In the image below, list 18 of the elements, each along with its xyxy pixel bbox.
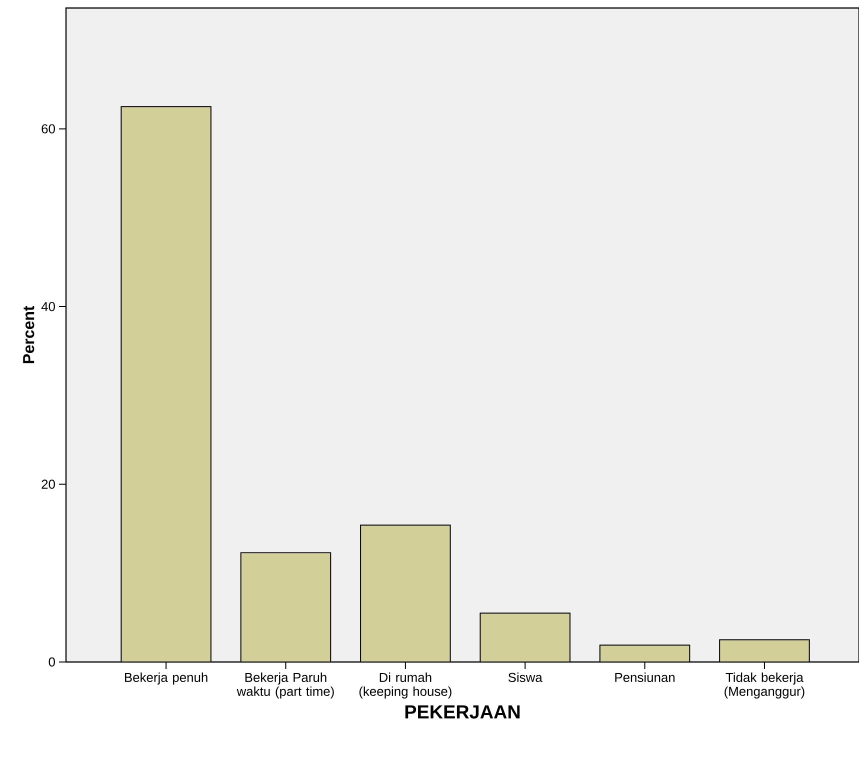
y-tick-label: 60 (42, 124, 55, 134)
x-tick-label: Bekerja penuh (125, 672, 208, 685)
x-tick-label: Di rumah (keeping house) (359, 672, 452, 699)
x-tick-label: Pensiunan (615, 672, 675, 682)
y-tick-label: 0 (48, 657, 55, 667)
y-tick-label: 40 (41, 302, 55, 312)
bar (360, 525, 450, 662)
x-tick-label: Bekerja Paruh waktu (part time) (236, 672, 334, 699)
bar (121, 106, 211, 662)
y-tick-label: 20 (42, 480, 55, 489)
x-tick-label: Tidak bekerja (Menganggur) (724, 672, 804, 699)
bar (240, 552, 331, 662)
x-tick-label: Siswa (508, 672, 542, 682)
y-axis-title: Percent (23, 306, 34, 364)
bar (719, 639, 810, 662)
bar (480, 613, 570, 662)
x-axis-title: PEKERJAAN (405, 705, 520, 719)
bar (600, 645, 690, 662)
